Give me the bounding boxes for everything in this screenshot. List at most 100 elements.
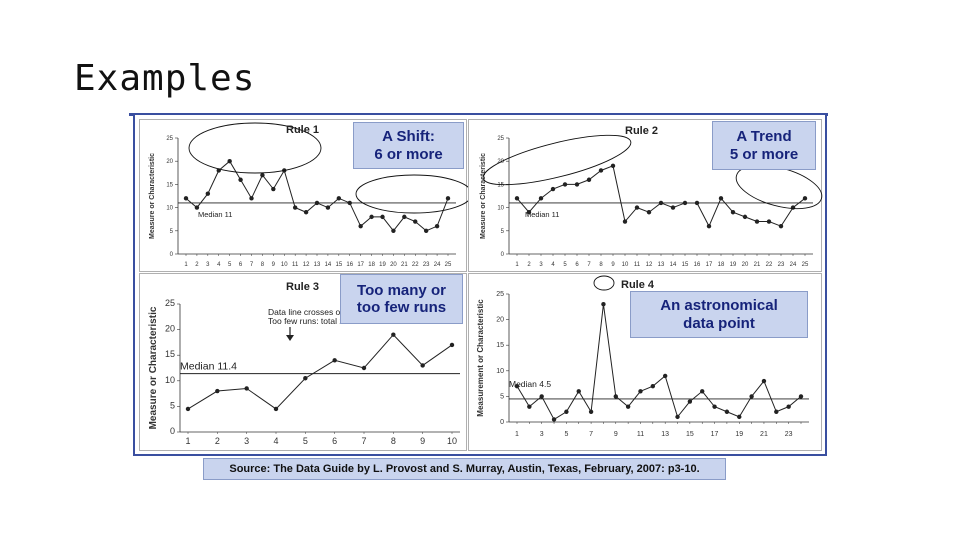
x-tick-label: 7 (361, 436, 366, 446)
x-tick-label: 17 (357, 262, 364, 268)
x-tick-label: 13 (658, 262, 665, 268)
rule3-callout-line1: Too many or (341, 282, 462, 299)
x-tick-label: 25 (445, 262, 452, 268)
rule2-panel: 0 5 10 15 20 25 Measure or Characteristic 1 2 3 4 5… (468, 119, 822, 272)
y-tick-label: 10 (165, 375, 175, 385)
x-tick-label: 1 (185, 436, 190, 446)
rule1-callout-line2: 6 or more (354, 146, 463, 163)
data-point (227, 159, 231, 163)
data-point (712, 404, 716, 408)
x-tick-label: 23 (785, 431, 793, 438)
y-tick-label: 5 (170, 400, 175, 410)
median-label: Median 11.4 (180, 361, 237, 373)
data-point (539, 394, 543, 398)
data-point (206, 191, 210, 195)
x-tick-label: 9 (611, 262, 615, 268)
data-point (647, 210, 651, 214)
x-tick-label: 9 (614, 431, 618, 438)
data-point (391, 229, 395, 233)
data-point (293, 205, 297, 209)
x-tick-label: 3 (206, 262, 210, 268)
data-point (577, 389, 581, 393)
y-tick-label: 10 (497, 206, 504, 212)
data-point (260, 173, 264, 177)
data-point (304, 210, 308, 214)
rule1-callout-line1: A Shift: (354, 128, 463, 145)
data-point (244, 386, 248, 390)
data-point (700, 389, 704, 393)
data-point (303, 376, 307, 380)
x-tick-label: 4 (217, 262, 221, 268)
examples-figure: 0 5 10 15 20 25 Measure or Characteristic 1 2 3 4 5… (133, 115, 827, 456)
y-tick-label: 15 (165, 349, 175, 359)
x-tick-label: 15 (335, 262, 342, 268)
data-point (515, 384, 519, 388)
data-point (749, 394, 753, 398)
x-tick-label: 1 (515, 262, 519, 268)
data-point (358, 224, 362, 228)
data-point (551, 187, 555, 191)
x-tick-label: 24 (434, 262, 441, 268)
y-tick-label: 5 (500, 393, 504, 400)
data-point (599, 168, 603, 172)
y-tick-label: 0 (501, 252, 505, 258)
data-point (249, 196, 253, 200)
x-tick-label: 15 (686, 431, 694, 438)
data-point (659, 201, 663, 205)
data-point (575, 182, 579, 186)
data-point (786, 404, 790, 408)
data-point (799, 394, 803, 398)
data-point (779, 224, 783, 228)
data-point (552, 417, 556, 421)
data-point (271, 187, 275, 191)
data-point (446, 196, 450, 200)
data-point (413, 219, 417, 223)
y-tick-label: 10 (496, 368, 504, 375)
y-tick-label: 15 (497, 182, 504, 188)
x-tick-label: 24 (790, 262, 797, 268)
x-tick-label: 11 (292, 262, 299, 268)
x-tick-label: 6 (239, 262, 243, 268)
data-point (638, 389, 642, 393)
y-tick-label: 0 (500, 419, 504, 426)
y-tick-label: 20 (496, 317, 504, 324)
rule2-callout-line2: 5 or more (713, 146, 815, 163)
source-citation: Source: The Data Guide by L. Provost and… (203, 458, 726, 480)
x-tick-label: 19 (730, 262, 737, 268)
data-point (635, 205, 639, 209)
x-tick-label: 3 (539, 262, 543, 268)
x-tick-label: 4 (551, 262, 555, 268)
data-point (195, 205, 199, 209)
x-tick-label: 10 (447, 436, 457, 446)
x-tick-label: 7 (589, 431, 593, 438)
x-tick-label: 18 (368, 262, 375, 268)
x-tick-label: 16 (694, 262, 701, 268)
x-tick-label: 10 (281, 262, 288, 268)
data-point (601, 302, 605, 306)
rule1-panel: 0 5 10 15 20 25 Measure or Characteristic 1 2 3 4 5… (139, 119, 467, 272)
data-point (755, 219, 759, 223)
data-point (391, 333, 395, 337)
data-point (683, 201, 687, 205)
data-point (731, 210, 735, 214)
data-point (614, 394, 618, 398)
data-point (564, 410, 568, 414)
y-tick-label: 0 (170, 252, 174, 258)
y-tick-label: 25 (497, 136, 504, 142)
data-point (623, 219, 627, 223)
data-point (274, 407, 278, 411)
rule3-callout-line2: too few runs (341, 299, 462, 316)
x-tick-label: 8 (261, 262, 265, 268)
x-tick-label: 23 (778, 262, 785, 268)
x-tick-label: 13 (314, 262, 321, 268)
y-tick-label: 5 (501, 229, 505, 235)
data-point (695, 201, 699, 205)
y-axis-label: Measure or Characteristic (149, 153, 156, 239)
x-tick-label: 21 (401, 262, 408, 268)
data-point (326, 205, 330, 209)
data-point (611, 164, 615, 168)
x-tick-label: 9 (272, 262, 276, 268)
data-point (589, 410, 593, 414)
x-tick-label: 2 (215, 436, 220, 446)
data-point (527, 404, 531, 408)
